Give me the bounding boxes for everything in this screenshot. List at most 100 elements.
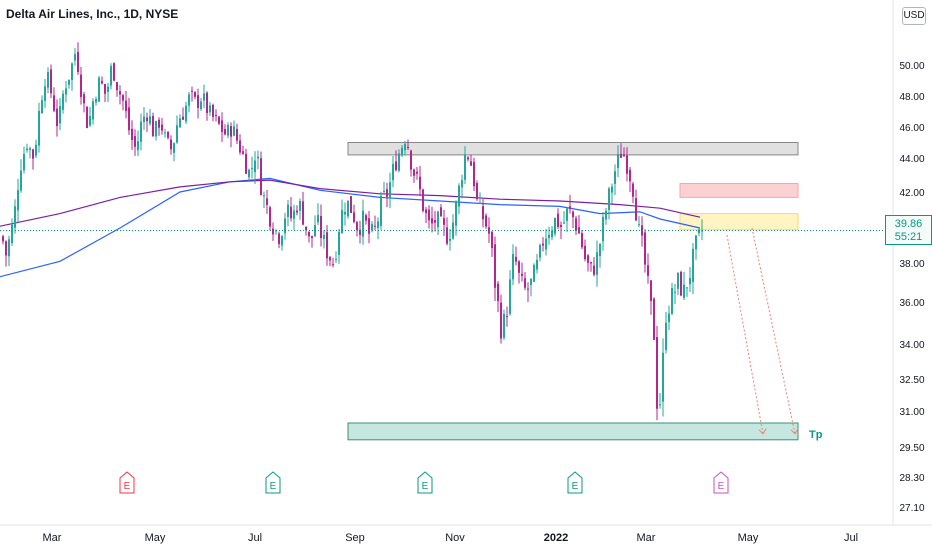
candle-body <box>446 227 448 244</box>
candle-body <box>89 115 91 126</box>
candle-body <box>164 132 166 134</box>
candle-body <box>689 278 691 285</box>
candle-body <box>140 121 142 142</box>
candle-body <box>599 244 601 256</box>
candle-body <box>278 233 280 245</box>
candle-body <box>638 224 640 226</box>
candle-body <box>392 163 394 181</box>
candle-body <box>188 94 190 106</box>
candle-body <box>401 147 403 156</box>
candle-body <box>242 151 244 154</box>
candle-body <box>647 265 649 276</box>
candle-body <box>569 206 571 210</box>
earnings-marker-shape <box>713 471 729 494</box>
candle-body <box>65 88 67 95</box>
candle-body <box>158 119 160 128</box>
candle-body <box>527 288 529 290</box>
candle-body <box>350 196 352 213</box>
candle-body <box>398 153 400 171</box>
candle-body <box>365 215 367 221</box>
candle-body <box>500 302 502 339</box>
chart-title: Delta Air Lines, Inc., 1D, NYSE <box>6 7 179 21</box>
candle-body <box>194 92 196 97</box>
candle-body <box>425 209 427 214</box>
candle-body <box>221 120 223 132</box>
candle-body <box>83 94 85 104</box>
candle-body <box>146 117 148 122</box>
y-tick-label: 50.00 <box>899 61 924 72</box>
candle-body <box>59 106 61 124</box>
candle-body <box>374 225 376 227</box>
x-tick-label: Sep <box>345 532 365 544</box>
candle-body <box>701 230 703 232</box>
earnings-marker[interactable]: E <box>567 471 583 494</box>
earnings-marker-shape <box>417 471 433 494</box>
candle-body <box>323 234 325 239</box>
candle-body <box>632 183 634 197</box>
candle-body <box>218 116 220 124</box>
candle-body <box>521 273 523 276</box>
candle-body <box>455 201 457 226</box>
candle-body <box>197 95 199 108</box>
candle-body <box>575 218 577 231</box>
earnings-marker[interactable]: E <box>119 471 135 494</box>
candle-body <box>338 231 340 255</box>
candle-body <box>284 218 286 234</box>
candle-body <box>347 200 349 217</box>
candle-body <box>536 259 538 270</box>
candle-body <box>620 153 622 158</box>
zone-entry-zone-yellow <box>679 213 799 231</box>
candle-body <box>548 234 550 239</box>
projection-arrow <box>751 227 796 434</box>
earnings-marker[interactable]: E <box>713 471 729 494</box>
candle-body <box>263 195 265 197</box>
candle-body <box>422 189 424 211</box>
candle-body <box>368 218 370 234</box>
candle-body <box>467 157 469 160</box>
candle-body <box>491 231 493 249</box>
candle-body <box>545 238 547 250</box>
candle-body <box>176 125 178 143</box>
candle-body <box>680 272 682 296</box>
candle-body <box>122 95 124 101</box>
candle-body <box>185 105 187 122</box>
candle-body <box>410 150 412 170</box>
candle-body <box>260 158 262 195</box>
earnings-marker[interactable]: E <box>417 471 433 494</box>
candle-body <box>161 124 163 131</box>
candle-body <box>395 161 397 171</box>
candle-body <box>86 106 88 128</box>
candle-body <box>566 208 568 221</box>
y-tick-label: 29.50 <box>899 443 924 454</box>
earnings-marker[interactable]: E <box>265 471 281 494</box>
candle-body <box>182 116 184 120</box>
candle-body <box>593 265 595 275</box>
candle-body <box>128 107 130 131</box>
candle-body <box>287 204 289 218</box>
candle-body <box>380 195 382 226</box>
candle-body <box>14 206 16 228</box>
candle-body <box>62 93 64 110</box>
candle-body <box>524 278 526 288</box>
candle-body <box>371 223 373 231</box>
projection-arrow <box>726 234 764 434</box>
target-label: Tp <box>809 429 823 441</box>
x-tick-label: May <box>145 532 166 544</box>
candle-body <box>551 230 553 238</box>
candle-body <box>35 144 37 156</box>
candle-body <box>563 222 565 224</box>
candle-body <box>308 231 310 237</box>
candle-body <box>461 179 463 188</box>
candle-body <box>506 316 508 318</box>
x-tick-label: May <box>738 532 759 544</box>
earnings-marker-label: E <box>718 481 725 492</box>
candle-body <box>290 206 292 219</box>
candle-body <box>581 233 583 248</box>
currency-button[interactable]: USD <box>902 7 926 25</box>
zone-sell-zone-red <box>679 183 799 198</box>
candle-body <box>437 211 439 228</box>
candle-body <box>236 128 238 141</box>
candle-body <box>497 283 499 302</box>
